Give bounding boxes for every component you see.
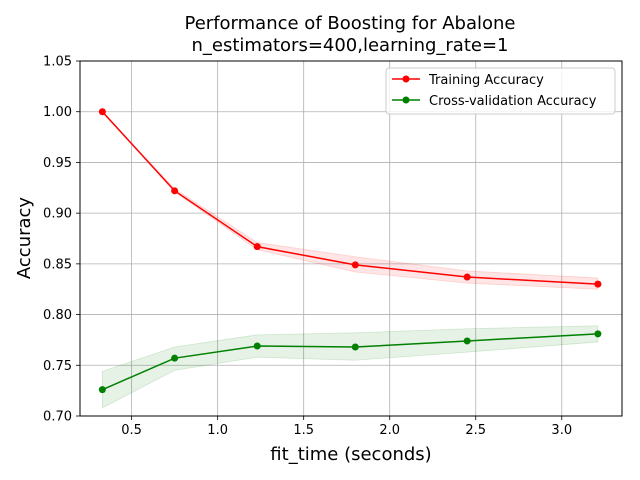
x-tick-label: 3.0 — [551, 423, 572, 438]
cross-validation-confidence-band — [101, 325, 599, 409]
y-axis-label: Accuracy — [14, 197, 35, 280]
plot-frame — [79, 60, 623, 417]
y-axis-ticks: 0.70 0.75 0.80 0.85 0.90 0.95 1.00 1.05 — [43, 55, 80, 425]
cross-validation-point — [171, 354, 179, 362]
y-tick-label: 0.90 — [43, 207, 72, 222]
y-tick-label: 0.70 — [43, 410, 72, 425]
cross-validation-point — [98, 386, 106, 394]
cross-validation-point — [253, 342, 261, 350]
training-point — [98, 108, 106, 116]
x-tick-label: 2.5 — [465, 423, 486, 438]
training-point — [351, 261, 359, 269]
y-tick-label: 1.05 — [43, 55, 72, 70]
y-tick-label: 0.85 — [43, 257, 72, 272]
training-point — [171, 187, 179, 195]
x-axis-label: fit_time (seconds) — [270, 444, 431, 465]
series-points — [98, 108, 602, 394]
legend-marker-training — [402, 75, 410, 83]
legend: Training Accuracy Cross-validation Accur… — [385, 67, 616, 115]
training-point — [594, 280, 602, 288]
legend-label-training: Training Accuracy — [428, 73, 544, 88]
cross-validation-point — [351, 343, 359, 351]
x-tick-label: 2.0 — [379, 423, 400, 438]
training-point — [463, 273, 471, 281]
training-point — [253, 243, 261, 251]
training-line — [101, 111, 598, 285]
cross-validation-point — [463, 337, 471, 345]
chart-subtitle: n_estimators=400,learning_rate=1 — [191, 35, 508, 56]
x-tick-label: 0.5 — [121, 423, 142, 438]
x-tick-label: 1.0 — [207, 423, 228, 438]
cross-validation-line — [102, 333, 598, 391]
confidence-bands — [101, 111, 599, 409]
legend-box — [385, 67, 616, 115]
y-tick-label: 1.00 — [43, 105, 72, 120]
y-tick-label: 0.75 — [43, 359, 72, 374]
y-tick-label: 0.80 — [43, 308, 72, 323]
series-lines — [101, 111, 598, 391]
y-tick-label: 0.95 — [43, 156, 72, 171]
legend-label-cross-validation: Cross-validation Accuracy — [429, 94, 597, 109]
x-tick-label: 1.5 — [293, 423, 314, 438]
x-axis-ticks: 0.5 1.0 1.5 2.0 2.5 3.0 — [121, 416, 572, 438]
training-confidence-band — [102, 111, 599, 290]
cross-validation-point — [594, 330, 602, 338]
legend-marker-cross-validation — [402, 96, 410, 104]
chart-title: Performance of Boosting for Abalone — [185, 13, 516, 34]
